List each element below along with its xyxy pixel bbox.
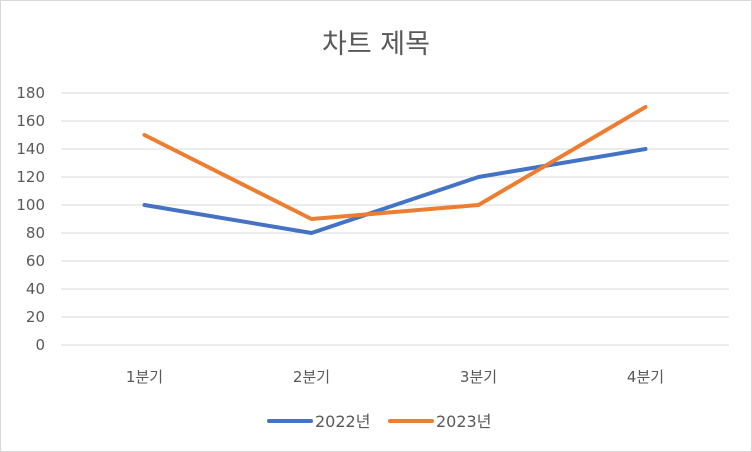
data-point: [644, 105, 647, 109]
series-layer: [142, 105, 648, 235]
gridlines: [61, 92, 729, 346]
y-tick-label: 60: [26, 252, 45, 270]
y-tick-label: 160: [16, 112, 45, 130]
legend: 2022년 2023년: [267, 412, 491, 431]
y-tick-label: 100: [16, 196, 45, 214]
data-point: [310, 231, 313, 235]
data-point: [477, 203, 480, 207]
series-line-2022년: [142, 147, 648, 235]
legend-label: 2022년: [315, 412, 370, 431]
x-tick-label: 3분기: [460, 368, 497, 386]
series-line-2023년: [142, 105, 648, 221]
chart-title: 차트 제목: [322, 29, 430, 60]
data-point: [477, 175, 480, 179]
x-tick-label: 1분기: [126, 368, 163, 386]
y-tick-label: 140: [16, 140, 45, 158]
y-tick-label: 40: [26, 280, 45, 298]
legend-label: 2023년: [436, 412, 491, 431]
data-point: [644, 147, 647, 151]
data-point: [143, 133, 146, 137]
y-tick-label: 120: [16, 168, 45, 186]
x-axis: 1분기 2분기 3분기 4분기: [126, 368, 664, 386]
data-point: [143, 203, 146, 207]
y-tick-label: 180: [16, 84, 45, 102]
data-point: [310, 217, 313, 221]
y-tick-label: 80: [26, 224, 45, 242]
y-axis: 0 20 40 60 80 100 120 140 160 180: [16, 84, 45, 354]
x-tick-label: 2분기: [293, 368, 330, 386]
y-tick-label: 20: [26, 308, 45, 326]
y-tick-label: 0: [35, 336, 45, 354]
x-tick-label: 4분기: [627, 368, 664, 386]
